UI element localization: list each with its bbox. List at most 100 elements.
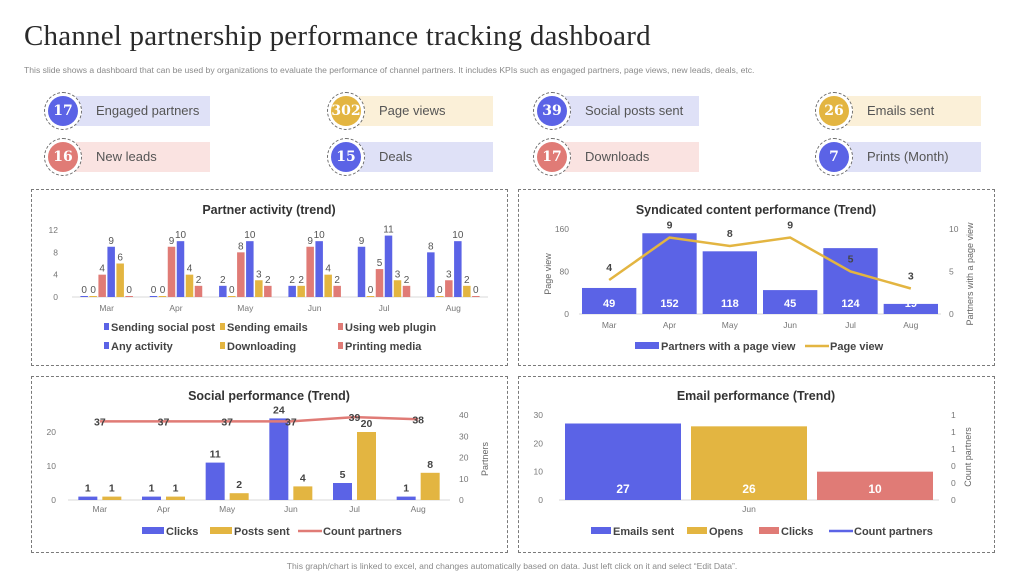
kpi-ring: 16 — [44, 138, 82, 176]
footer-note: This graph/chart is linked to excel, and… — [286, 561, 738, 571]
x-tick-label: Apr — [157, 504, 170, 514]
kpi-card: Engaged partners 17 — [44, 92, 214, 130]
legend-swatch — [759, 527, 779, 534]
kpi-value: 17 — [48, 96, 78, 126]
bar — [463, 285, 471, 297]
data-label: 0 — [437, 285, 443, 296]
kpi-label: Prints (Month) — [867, 149, 949, 164]
data-label: 1 — [109, 483, 115, 495]
data-label: 0 — [126, 285, 132, 296]
partner-activity-panel[interactable]: Partner activity (trend) 0 4 8 12 Mar 0 0 4 9 6 0 Ap… — [31, 189, 508, 366]
kpi-label-bar: Social posts sent — [557, 96, 699, 126]
legend-label: Count partners — [323, 526, 402, 538]
data-label: 4 — [325, 264, 331, 275]
kpi-card: Social posts sent 39 — [533, 92, 703, 130]
y2-tick-label: 10 — [459, 474, 469, 484]
y2-axis-title: Partners — [480, 441, 490, 476]
bar — [125, 296, 133, 297]
data-label: 4 — [187, 264, 193, 275]
kpi-card: Prints (Month) 7 — [815, 138, 985, 176]
kpi-value: 17 — [537, 142, 567, 172]
y-tick-label: 0 — [51, 495, 56, 505]
x-tick-label: Mar — [602, 320, 617, 330]
y2-tick-label: 0 — [951, 461, 956, 471]
data-label: 0 — [368, 285, 374, 296]
y-tick-label: 10 — [534, 467, 544, 477]
line-data-label: 37 — [285, 416, 297, 428]
line-data-label: 4 — [606, 262, 612, 274]
y-tick-label: 12 — [49, 225, 59, 235]
data-label: 3 — [256, 269, 262, 280]
kpi-card: Downloads 17 — [533, 138, 703, 176]
bar — [297, 285, 305, 297]
bar — [194, 285, 203, 297]
chart-title: Partner activity (trend) — [202, 203, 335, 217]
kpi-value: 26 — [819, 96, 849, 126]
line-data-label: 9 — [787, 220, 793, 232]
kpi-label-bar: Downloads — [557, 142, 699, 172]
data-label: 124 — [841, 298, 860, 310]
bar — [229, 493, 249, 500]
bar — [102, 496, 122, 500]
data-label: 118 — [721, 298, 739, 310]
line-data-label: 9 — [667, 220, 673, 232]
syndicated-content-chart: Syndicated content performance (Trend) 0 8… — [543, 203, 975, 353]
legend-label: Any activity — [111, 341, 174, 353]
data-label: 0 — [81, 285, 87, 296]
bar — [366, 296, 375, 297]
data-label: 0 — [160, 285, 166, 296]
x-tick-label: Jun — [308, 303, 322, 313]
data-label: 2 — [289, 275, 295, 286]
y-tick-label: 10 — [47, 461, 57, 471]
email-performance-panel[interactable]: Email performance (Trend) 0 10 20 30 0 0 0 1 1 1 Co… — [518, 376, 995, 553]
legend-swatch — [220, 342, 225, 349]
legend-label: Clicks — [166, 526, 198, 538]
kpi-value: 39 — [537, 96, 567, 126]
bar — [288, 285, 296, 297]
y-axis-title: Page view — [543, 253, 553, 295]
data-label: 26 — [742, 482, 756, 496]
kpi-ring: 15 — [327, 138, 365, 176]
data-label: 1 — [403, 483, 409, 495]
data-label: 0 — [473, 285, 479, 296]
chart-title: Social performance (Trend) — [188, 389, 350, 403]
y2-tick-label: 40 — [459, 410, 469, 420]
y2-tick-label: 1 — [951, 444, 956, 454]
bar — [219, 285, 227, 297]
syndicated-content-panel[interactable]: Syndicated content performance (Trend) 0 8… — [518, 189, 995, 366]
bar — [89, 296, 97, 297]
line-data-label: 37 — [94, 416, 106, 428]
bar — [702, 251, 757, 314]
bar — [107, 246, 115, 297]
bar — [116, 263, 124, 297]
x-tick-label: Jul — [379, 303, 390, 313]
x-tick-label: Jun — [783, 320, 797, 330]
legend-swatch — [635, 342, 659, 349]
kpi-label: New leads — [96, 149, 157, 164]
bar — [167, 246, 176, 297]
bar — [205, 462, 225, 500]
y2-tick-label: 5 — [949, 267, 954, 277]
line-series — [608, 236, 912, 290]
bar — [264, 285, 272, 297]
data-label: 11 — [210, 449, 221, 461]
kpi-label-bar: Deals — [351, 142, 493, 172]
legend-label: Using web plugin — [345, 322, 436, 334]
data-label: 4 — [99, 264, 105, 275]
data-label: 2 — [196, 275, 202, 286]
data-label: 45 — [784, 298, 796, 310]
kpi-label: Page views — [379, 103, 446, 118]
bar — [324, 274, 332, 297]
data-label: 10 — [314, 230, 326, 241]
bar — [375, 269, 384, 297]
data-label: 9 — [359, 236, 365, 247]
bar — [228, 296, 236, 297]
bar — [420, 472, 440, 500]
data-label: 5 — [340, 469, 346, 481]
y-tick-label: 30 — [534, 410, 544, 420]
data-label: 24 — [273, 404, 285, 416]
data-label: 19 — [905, 298, 917, 310]
legend-label: Downloading — [227, 341, 296, 353]
social-performance-panel[interactable]: Social performance (Trend) 0 10 20 0 10 20 30 40… — [31, 376, 508, 553]
